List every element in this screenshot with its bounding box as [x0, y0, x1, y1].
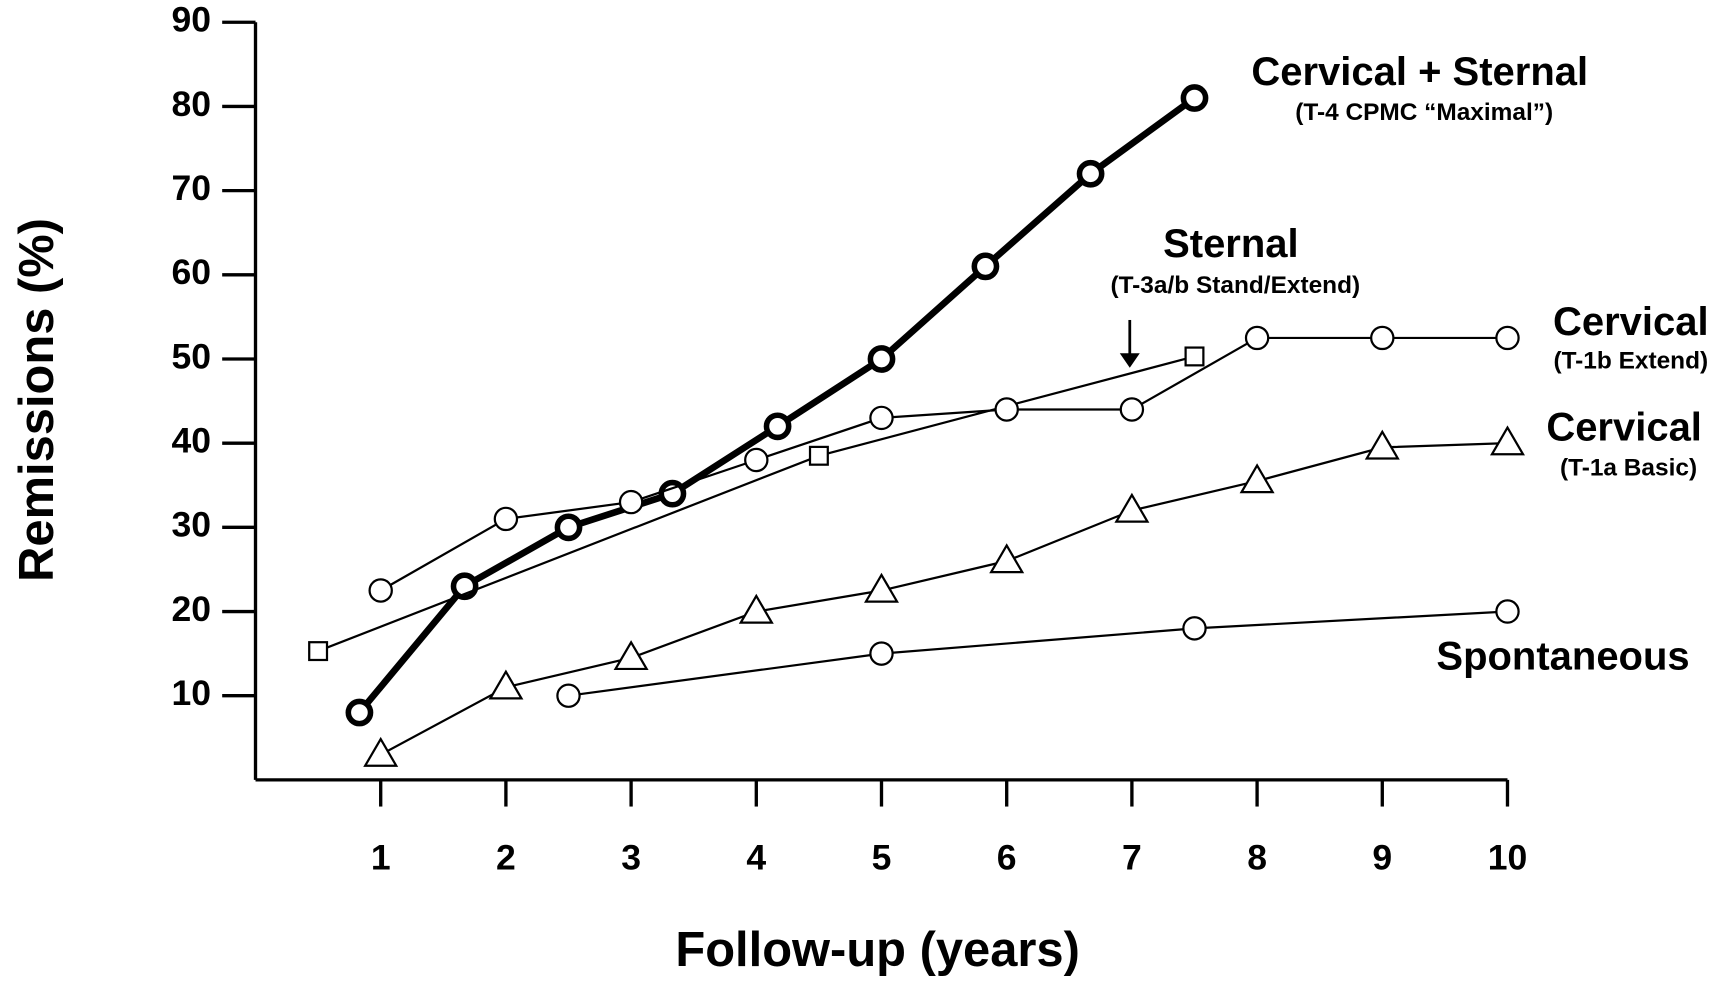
point — [1495, 599, 1520, 624]
x-tick-label: 3 — [621, 837, 641, 877]
series-line — [380, 336, 1508, 592]
x-tick-label: 2 — [496, 837, 516, 877]
series-note: (T-1a Basic) — [1560, 454, 1697, 481]
x-tick-label: 7 — [1122, 837, 1142, 877]
series-label: Spontaneous — [1436, 634, 1689, 678]
point — [971, 252, 1000, 281]
point — [989, 543, 1025, 574]
y-tick-label: 70 — [172, 168, 212, 208]
series-label: Cervical — [1546, 406, 1702, 450]
y-tick-label: 90 — [172, 0, 212, 40]
series-line — [568, 610, 1508, 697]
y-tick-label: 60 — [172, 252, 212, 292]
x-tick-label: 6 — [997, 837, 1017, 877]
point — [744, 447, 769, 473]
point — [763, 412, 792, 441]
point — [308, 641, 329, 662]
point — [1370, 325, 1395, 351]
y-tick-label: 20 — [172, 589, 212, 629]
point — [613, 640, 649, 671]
point — [869, 641, 894, 666]
point — [1076, 159, 1105, 188]
point — [658, 479, 687, 508]
x-tick-label: 4 — [746, 837, 766, 877]
x-tick-label: 8 — [1247, 837, 1267, 877]
series-line — [356, 95, 1197, 715]
point — [738, 593, 774, 624]
point — [554, 513, 583, 542]
point — [1244, 325, 1270, 351]
series-note: (T-4 CPMC “Maximal”) — [1295, 99, 1553, 126]
point — [1180, 84, 1209, 112]
x-tick-label: 10 — [1488, 837, 1528, 877]
series-note: (T-1b Extend) — [1553, 348, 1708, 375]
point — [867, 345, 896, 373]
x-tick-label: 1 — [371, 837, 391, 877]
point — [1495, 325, 1520, 351]
point — [1114, 492, 1150, 523]
series-note: (T-3a/b Stand/Extend) — [1110, 272, 1360, 299]
point — [618, 489, 644, 515]
series-line — [380, 442, 1508, 756]
x-tick-label: 5 — [872, 837, 892, 877]
point — [488, 669, 524, 700]
point — [869, 405, 894, 431]
point — [1119, 397, 1145, 422]
point — [368, 578, 393, 603]
point — [345, 698, 374, 727]
point — [363, 736, 399, 767]
y-tick-label: 30 — [172, 505, 212, 545]
point — [556, 683, 581, 708]
series-label: Cervical + Sternal — [1251, 50, 1588, 94]
point — [1364, 429, 1400, 460]
y-tick-label: 50 — [172, 336, 212, 376]
point — [1490, 425, 1525, 456]
x-axis-label: Follow-up (years) — [675, 923, 1079, 977]
y-tick-label: 80 — [172, 84, 212, 124]
x-tick-label: 9 — [1372, 837, 1392, 877]
annotation-arrowhead — [1119, 353, 1140, 368]
point — [1239, 463, 1275, 494]
series-label: Cervical — [1553, 300, 1709, 344]
point — [808, 445, 829, 466]
point — [1184, 346, 1205, 367]
point — [994, 397, 1019, 422]
point — [864, 572, 899, 603]
y-tick-label: 40 — [172, 421, 212, 461]
y-axis-label: Remissions (%) — [10, 218, 64, 582]
point — [493, 506, 519, 532]
series-label: Sternal — [1163, 222, 1299, 266]
point — [1182, 616, 1207, 641]
y-tick-label: 10 — [172, 673, 212, 713]
